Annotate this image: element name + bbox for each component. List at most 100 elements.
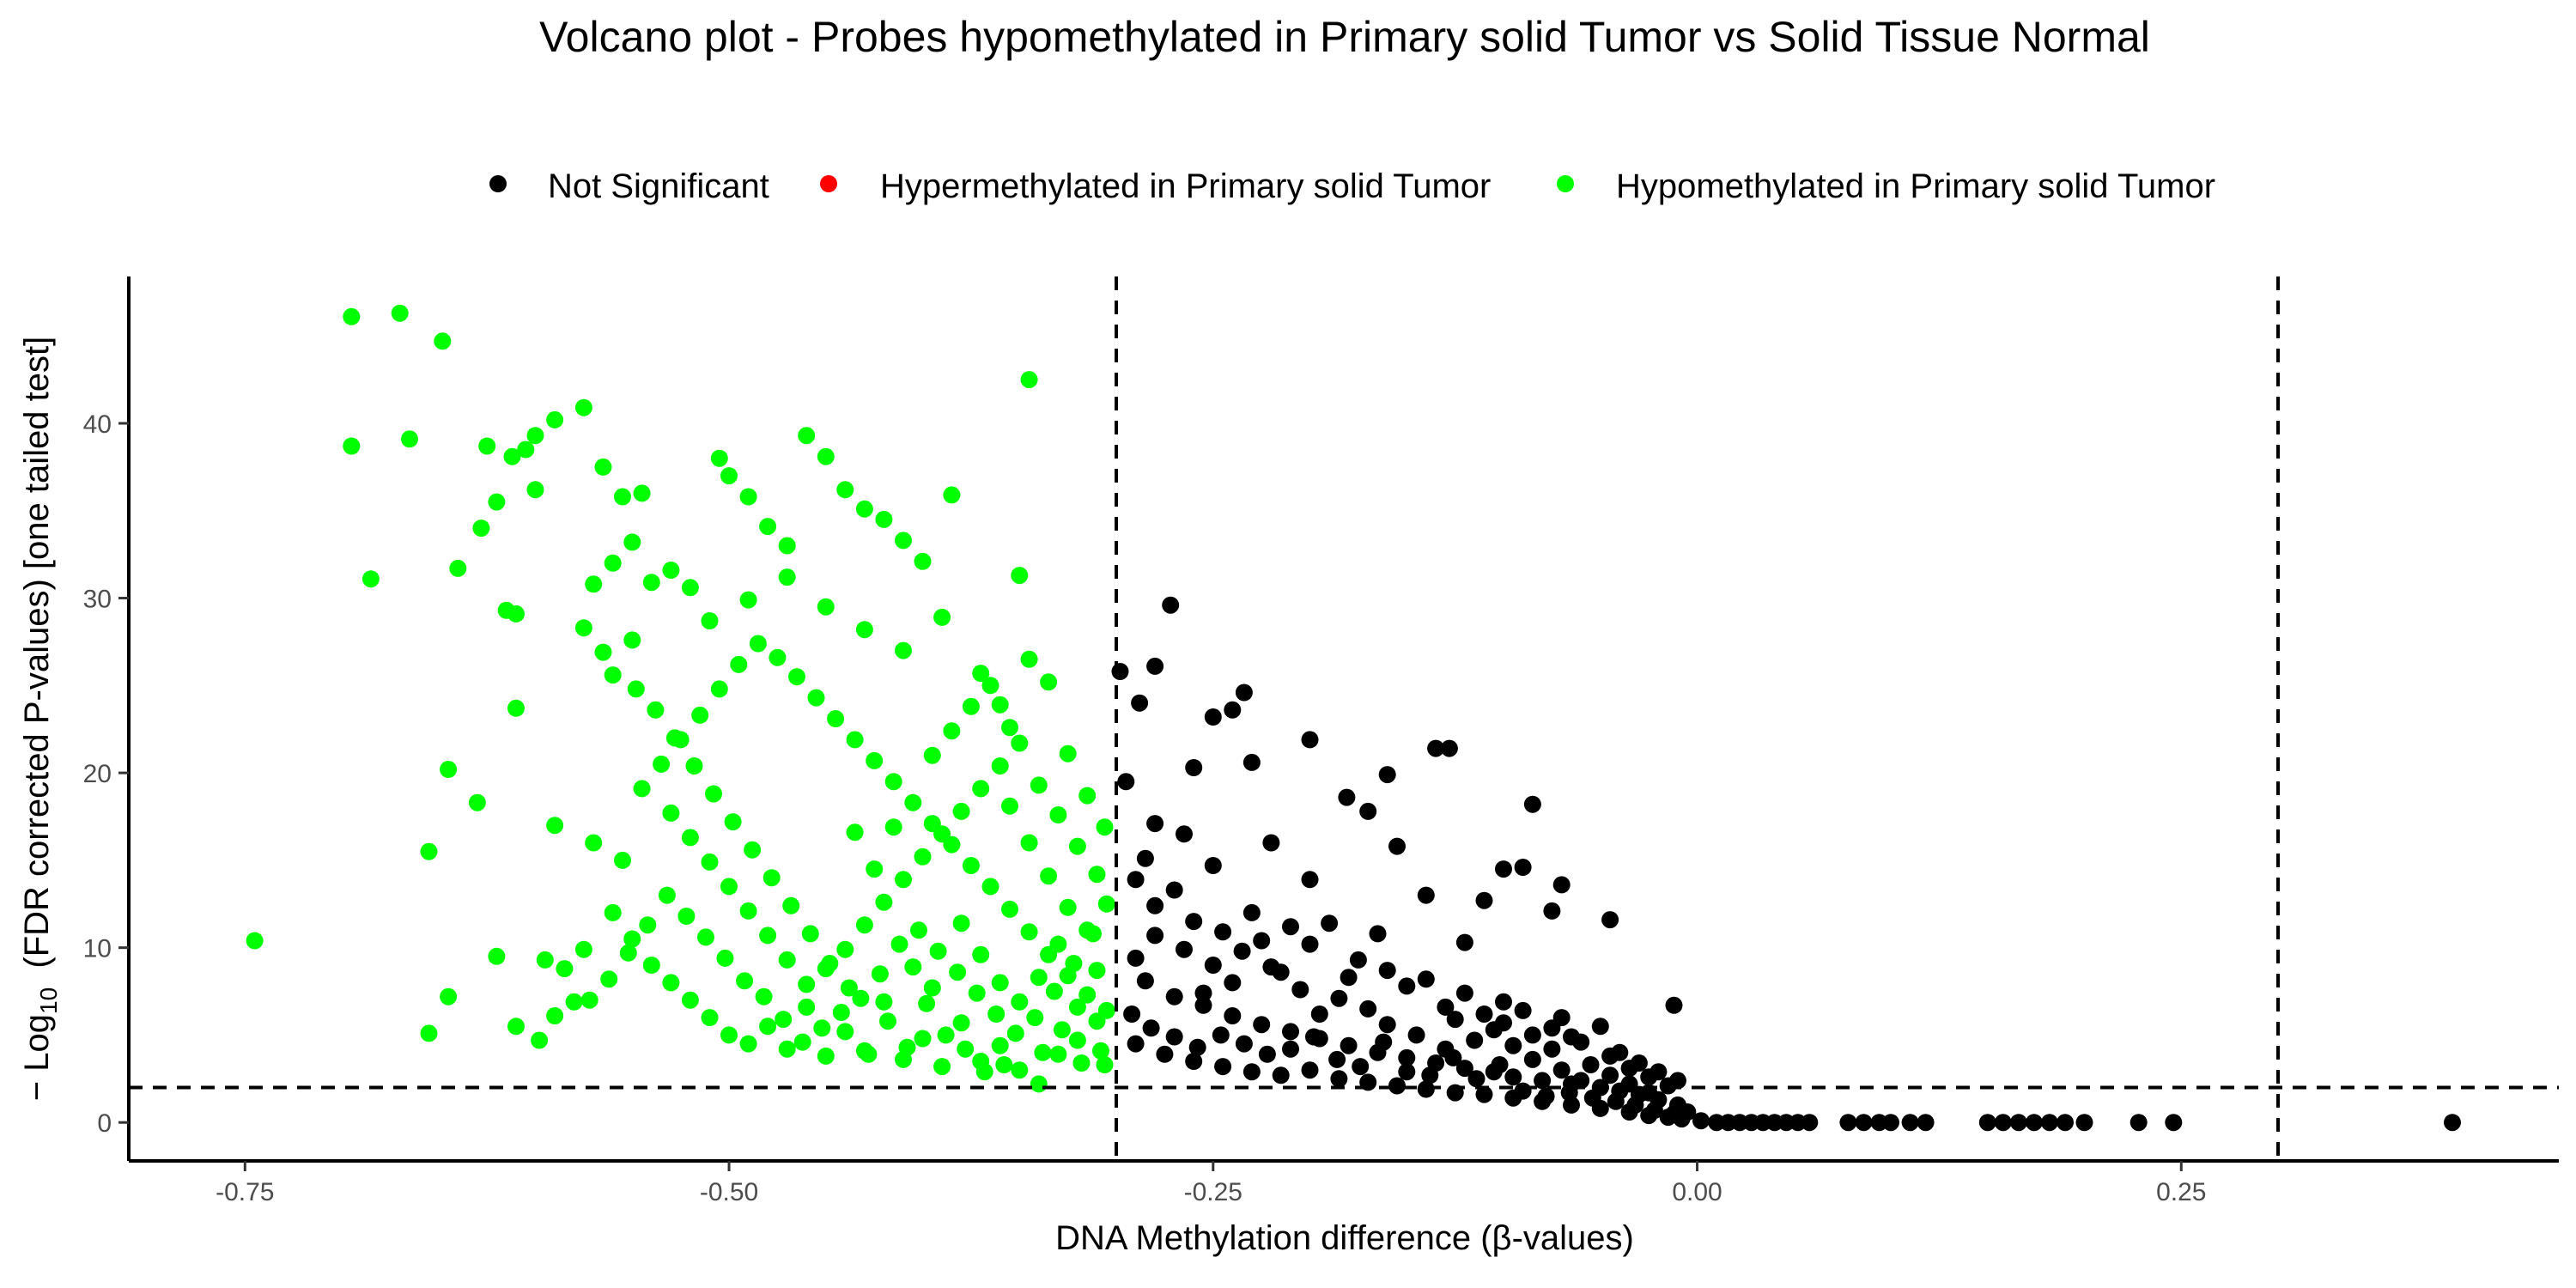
point-hypomethylated	[1011, 567, 1029, 585]
point-not-significant	[1258, 1045, 1276, 1063]
point-hypomethylated	[685, 757, 703, 775]
point-hypomethylated	[507, 699, 525, 717]
point-not-significant	[1388, 1077, 1406, 1095]
point-hypomethylated	[449, 559, 467, 577]
point-not-significant	[1601, 911, 1619, 929]
point-not-significant	[1224, 974, 1242, 992]
point-not-significant	[1282, 1023, 1299, 1041]
point-not-significant	[1162, 596, 1180, 614]
point-not-significant	[1262, 958, 1280, 976]
point-not-significant	[1375, 1033, 1393, 1051]
point-hypomethylated	[821, 955, 839, 972]
point-hypomethylated	[1065, 955, 1083, 972]
point-hypomethylated	[1040, 867, 1058, 885]
y-axis-ticks: 0 10 20 30 40	[83, 410, 129, 1138]
point-hypomethylated	[968, 984, 986, 1002]
point-hypomethylated	[933, 1058, 951, 1076]
point-not-significant	[1398, 1063, 1416, 1081]
y-tick-label: 40	[83, 410, 112, 439]
point-hypomethylated	[705, 785, 722, 803]
point-hypomethylated	[884, 773, 902, 791]
point-hypomethylated	[546, 817, 564, 835]
point-hypomethylated	[962, 857, 980, 874]
point-not-significant	[1359, 999, 1377, 1018]
point-hypomethylated	[739, 591, 757, 609]
point-not-significant	[1305, 1028, 1322, 1046]
point-not-significant	[1475, 1005, 1493, 1023]
point-hypomethylated	[488, 947, 506, 965]
point-hypomethylated	[778, 951, 796, 969]
y-tick-label: 20	[83, 760, 112, 788]
point-hypomethylated	[875, 893, 893, 911]
point-hypomethylated	[681, 829, 699, 847]
point-not-significant	[1165, 987, 1183, 1005]
point-hypomethylated	[1059, 898, 1077, 916]
point-not-significant	[1224, 701, 1242, 719]
point-not-significant	[1204, 857, 1222, 874]
point-not-significant	[1455, 1060, 1473, 1078]
point-hypomethylated	[343, 307, 361, 325]
point-not-significant	[1388, 837, 1406, 855]
point-hypomethylated	[716, 949, 734, 967]
point-not-significant	[1543, 902, 1561, 920]
point-hypomethylated	[817, 1047, 835, 1065]
point-not-significant	[1123, 1005, 1141, 1023]
point-hypomethylated	[585, 834, 603, 852]
point-not-significant	[1194, 996, 1212, 1014]
point-not-significant	[1204, 957, 1222, 974]
point-hypomethylated	[904, 793, 922, 811]
x-tick-label: 0.25	[2156, 1178, 2206, 1206]
point-not-significant	[1146, 657, 1164, 675]
point-not-significant	[1437, 998, 1455, 1016]
point-not-significant	[1291, 981, 1309, 999]
point-not-significant	[1855, 1114, 1873, 1132]
point-hypomethylated	[488, 493, 506, 511]
point-hypomethylated	[981, 878, 999, 896]
point-not-significant	[1583, 1089, 1601, 1107]
point-not-significant	[1466, 1031, 1484, 1049]
point-hypomethylated	[855, 500, 873, 518]
point-hypomethylated	[884, 818, 902, 836]
point-hypomethylated	[658, 886, 676, 904]
point-hypomethylated	[895, 532, 912, 550]
point-hypomethylated	[1097, 1001, 1115, 1019]
point-not-significant	[1235, 1035, 1253, 1053]
point-hypomethylated	[875, 510, 893, 528]
legend-swatch-hypermethylated	[820, 175, 837, 192]
point-hypomethylated	[836, 1023, 854, 1041]
point-hypomethylated	[434, 332, 452, 350]
point-hypomethylated	[662, 562, 680, 579]
point-not-significant	[1142, 1019, 1160, 1037]
point-hypomethylated	[871, 965, 889, 983]
point-hypomethylated	[759, 518, 777, 536]
point-hypomethylated	[440, 987, 458, 1005]
point-hypomethylated	[943, 722, 961, 740]
point-hypomethylated	[895, 871, 912, 889]
x-axis-ticks: -0.75 -0.50 -0.25 0.00 0.25	[216, 1161, 2206, 1206]
point-hypomethylated	[604, 554, 622, 572]
point-not-significant	[1359, 802, 1377, 820]
point-hypomethylated	[1026, 1009, 1044, 1027]
point-not-significant	[1224, 1007, 1242, 1024]
point-not-significant	[1421, 1066, 1439, 1084]
point-hypomethylated	[933, 608, 951, 626]
point-not-significant	[1543, 1040, 1561, 1058]
point-not-significant	[1620, 1060, 1638, 1078]
point-not-significant	[1601, 1066, 1619, 1084]
point-not-significant	[1839, 1114, 1857, 1132]
legend: Not Significant Hypermethylated in Prima…	[489, 167, 2215, 205]
point-not-significant	[1455, 984, 1473, 1002]
point-hypomethylated	[653, 755, 671, 773]
point-hypomethylated	[517, 440, 535, 459]
point-hypomethylated	[623, 631, 641, 649]
point-hypomethylated	[749, 635, 767, 653]
point-not-significant	[1523, 1050, 1541, 1068]
point-not-significant	[1127, 949, 1145, 967]
point-hypomethylated	[361, 570, 380, 588]
point-hypomethylated	[972, 945, 990, 963]
point-hypomethylated	[724, 813, 742, 831]
point-not-significant	[2129, 1114, 2148, 1132]
point-not-significant	[1176, 940, 1193, 958]
point-not-significant	[1417, 886, 1435, 904]
